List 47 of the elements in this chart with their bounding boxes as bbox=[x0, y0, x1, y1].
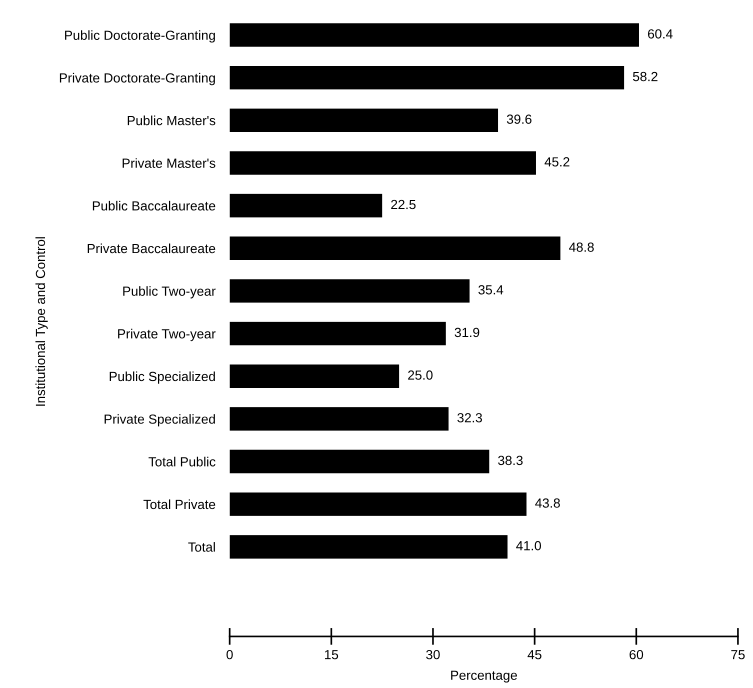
bar bbox=[230, 151, 536, 175]
y-tick-label: Public Specialized bbox=[110, 371, 215, 384]
bar bbox=[230, 364, 400, 388]
y-tick-label: Private Baccalaureate bbox=[88, 244, 216, 254]
bar bbox=[230, 279, 470, 303]
x-tick-label: 45 bbox=[528, 650, 542, 660]
bar bbox=[230, 66, 624, 90]
bar bbox=[230, 450, 490, 474]
data-label: 41.0 bbox=[516, 541, 542, 550]
y-tick-label: Public Doctorate-Granting bbox=[65, 30, 215, 43]
y-tick-label: Private Specialized bbox=[104, 414, 215, 426]
y-axis-title: Institutional Type and Control bbox=[35, 237, 48, 406]
data-label: 58.2 bbox=[632, 72, 658, 82]
x-tick-label: 75 bbox=[731, 650, 745, 660]
y-tick-label: Private Master's bbox=[122, 158, 216, 168]
data-label: 32.3 bbox=[457, 413, 482, 422]
x-tick-label: 0 bbox=[226, 650, 233, 660]
data-label: 39.6 bbox=[506, 114, 532, 124]
data-label: 38.3 bbox=[498, 456, 523, 466]
data-label: 45.2 bbox=[544, 157, 570, 167]
x-tick-label: 30 bbox=[426, 650, 440, 660]
y-tick-label: Total Private bbox=[143, 499, 216, 510]
y-tick-label: Private Doctorate-Granting bbox=[60, 72, 215, 86]
data-label: 43.8 bbox=[535, 498, 560, 508]
y-tick-label: Public Two-year bbox=[123, 286, 216, 298]
data-label: 60.4 bbox=[648, 29, 673, 39]
data-label: 25.0 bbox=[408, 370, 433, 380]
bar bbox=[230, 322, 446, 346]
y-tick-label: Public Baccalaureate bbox=[92, 200, 216, 211]
bar bbox=[230, 535, 508, 559]
data-label: 35.4 bbox=[478, 285, 504, 294]
data-label: 31.9 bbox=[454, 328, 480, 338]
y-tick-label: Private Two-year bbox=[118, 328, 216, 342]
bar bbox=[230, 108, 498, 132]
x-tick-label: 15 bbox=[324, 650, 338, 660]
x-tick-label: 60 bbox=[630, 650, 644, 660]
bar bbox=[230, 492, 526, 516]
bar bbox=[230, 23, 639, 47]
bar bbox=[230, 407, 449, 431]
bar bbox=[230, 194, 382, 218]
bar bbox=[230, 236, 560, 260]
y-tick-label: Total bbox=[188, 542, 215, 552]
data-label: 48.8 bbox=[569, 242, 594, 252]
data-label: 22.5 bbox=[391, 200, 416, 210]
x-axis-title: Percentage bbox=[451, 670, 517, 683]
y-tick-label: Public Master's bbox=[128, 116, 216, 126]
y-tick-label: Total Public bbox=[148, 456, 216, 466]
